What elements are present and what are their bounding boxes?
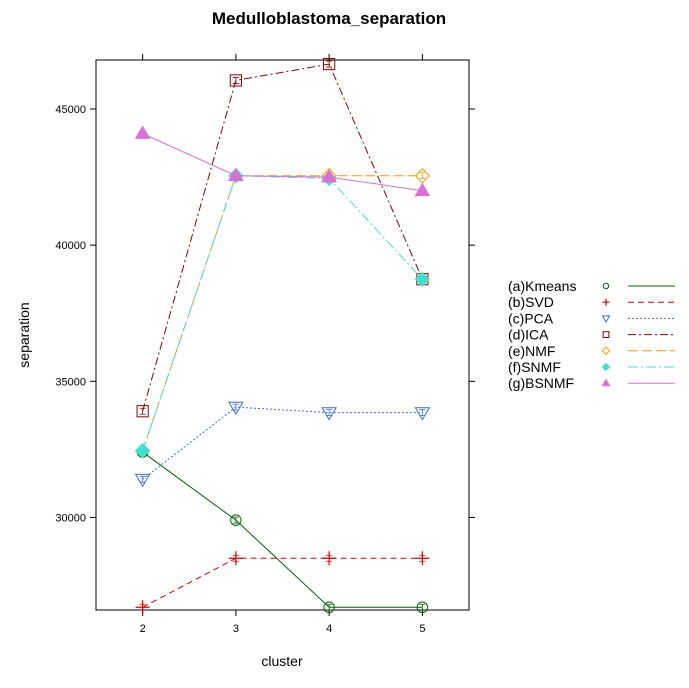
y-tick-label: 30000 xyxy=(55,512,86,524)
legend-label: (e)NMF xyxy=(508,343,555,359)
legend-marker xyxy=(602,331,610,338)
series-line xyxy=(142,451,423,608)
data-point xyxy=(229,74,242,87)
chart-title: Medulloblastoma_separation xyxy=(212,9,446,28)
plot-frame xyxy=(95,59,470,611)
y-tick-label: 45000 xyxy=(55,104,86,116)
data-point xyxy=(321,407,337,421)
legend-label: (d)ICA xyxy=(508,327,549,343)
error-bar xyxy=(419,187,426,195)
legend-marker xyxy=(601,346,611,356)
legend-entry: (c)PCA xyxy=(508,310,675,326)
error-bar xyxy=(139,447,146,455)
legend-marker xyxy=(602,282,610,290)
legend-label: (b)SVD xyxy=(508,294,554,310)
series-6 xyxy=(134,168,431,459)
error-bar xyxy=(232,172,239,180)
error-bar xyxy=(232,403,239,411)
series-line xyxy=(142,175,423,451)
series-line xyxy=(142,406,423,480)
x-axis-label: cluster xyxy=(261,653,303,669)
error-bar xyxy=(419,275,426,283)
axes: 2 3 4 5 30000 35000 40000 45000 xyxy=(55,54,475,635)
legend-label: (a)Kmeans xyxy=(508,278,576,294)
legend-entry: (e)NMF xyxy=(508,343,675,359)
legend-entry: (f)SNMF xyxy=(508,359,675,375)
legend-entry: (g)BSNMF xyxy=(508,375,675,391)
legend-entry: (a)Kmeans xyxy=(508,278,675,294)
error-bar xyxy=(232,516,239,524)
legend-entry: (b)SVD xyxy=(508,294,675,310)
error-bar xyxy=(419,603,426,611)
series-line xyxy=(142,63,423,412)
error-bar xyxy=(419,554,426,562)
data-point xyxy=(230,514,242,526)
series-layer xyxy=(134,57,431,615)
error-bar xyxy=(139,475,146,483)
data-point xyxy=(134,473,151,488)
error-bar xyxy=(232,77,239,84)
legend-marker xyxy=(601,378,611,387)
error-bar xyxy=(139,603,146,611)
x-tick-label: 3 xyxy=(233,623,239,635)
error-bar xyxy=(326,603,333,611)
error-bar xyxy=(326,554,333,562)
data-point xyxy=(323,601,335,614)
legend-label: (g)BSNMF xyxy=(508,375,574,391)
y-tick-label: 35000 xyxy=(55,376,86,388)
legend-marker xyxy=(601,362,611,372)
series-5 xyxy=(134,168,431,459)
data-point xyxy=(323,57,336,71)
data-point xyxy=(228,401,244,416)
data-point xyxy=(414,407,431,421)
error-bar xyxy=(139,407,146,415)
series-7 xyxy=(134,125,431,197)
x-tick-label: 2 xyxy=(140,623,146,635)
legend-label: (f)SNMF xyxy=(508,359,561,375)
error-bar xyxy=(326,173,333,181)
data-point xyxy=(416,601,429,614)
x-tick-label: 5 xyxy=(419,623,425,635)
error-bar xyxy=(419,172,426,180)
series-line xyxy=(142,557,423,608)
legend-marker xyxy=(602,298,610,306)
error-bar xyxy=(139,130,146,137)
error-bar xyxy=(232,554,239,562)
series-3 xyxy=(134,401,431,488)
legend-label: (c)PCA xyxy=(508,310,554,326)
error-bar xyxy=(326,60,333,68)
x-tick-label: 4 xyxy=(326,623,332,635)
legend-entry: (d)ICA xyxy=(508,327,675,343)
series-line xyxy=(142,133,423,192)
data-point xyxy=(136,405,149,418)
legend: (a)Kmeans(b)SVD(c)PCA(d)ICA(e)NMF(f)SNMF… xyxy=(508,278,675,391)
error-bar xyxy=(419,409,426,416)
error-bar xyxy=(326,409,333,416)
series-2 xyxy=(135,551,430,615)
y-tick-label: 40000 xyxy=(55,240,86,252)
y-axis-label: separation xyxy=(16,302,32,367)
legend-marker xyxy=(601,315,611,323)
